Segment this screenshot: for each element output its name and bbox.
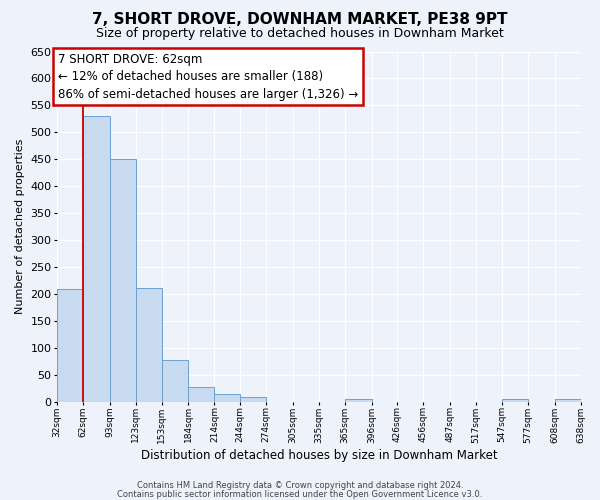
Text: Size of property relative to detached houses in Downham Market: Size of property relative to detached ho… — [96, 28, 504, 40]
Bar — [162, 360, 188, 402]
Bar — [214, 394, 240, 402]
Bar — [110, 160, 136, 402]
Y-axis label: Number of detached properties: Number of detached properties — [15, 139, 25, 314]
Bar — [502, 400, 528, 402]
Bar — [83, 116, 110, 402]
Bar — [345, 400, 371, 402]
X-axis label: Distribution of detached houses by size in Downham Market: Distribution of detached houses by size … — [140, 450, 497, 462]
Text: 7 SHORT DROVE: 62sqm
← 12% of detached houses are smaller (188)
86% of semi-deta: 7 SHORT DROVE: 62sqm ← 12% of detached h… — [58, 52, 358, 100]
Text: 7, SHORT DROVE, DOWNHAM MARKET, PE38 9PT: 7, SHORT DROVE, DOWNHAM MARKET, PE38 9PT — [92, 12, 508, 28]
Text: Contains public sector information licensed under the Open Government Licence v3: Contains public sector information licen… — [118, 490, 482, 499]
Bar — [136, 288, 162, 402]
Bar — [188, 387, 214, 402]
Text: Contains HM Land Registry data © Crown copyright and database right 2024.: Contains HM Land Registry data © Crown c… — [137, 482, 463, 490]
Bar — [554, 400, 581, 402]
Bar — [57, 289, 83, 402]
Bar — [240, 396, 266, 402]
